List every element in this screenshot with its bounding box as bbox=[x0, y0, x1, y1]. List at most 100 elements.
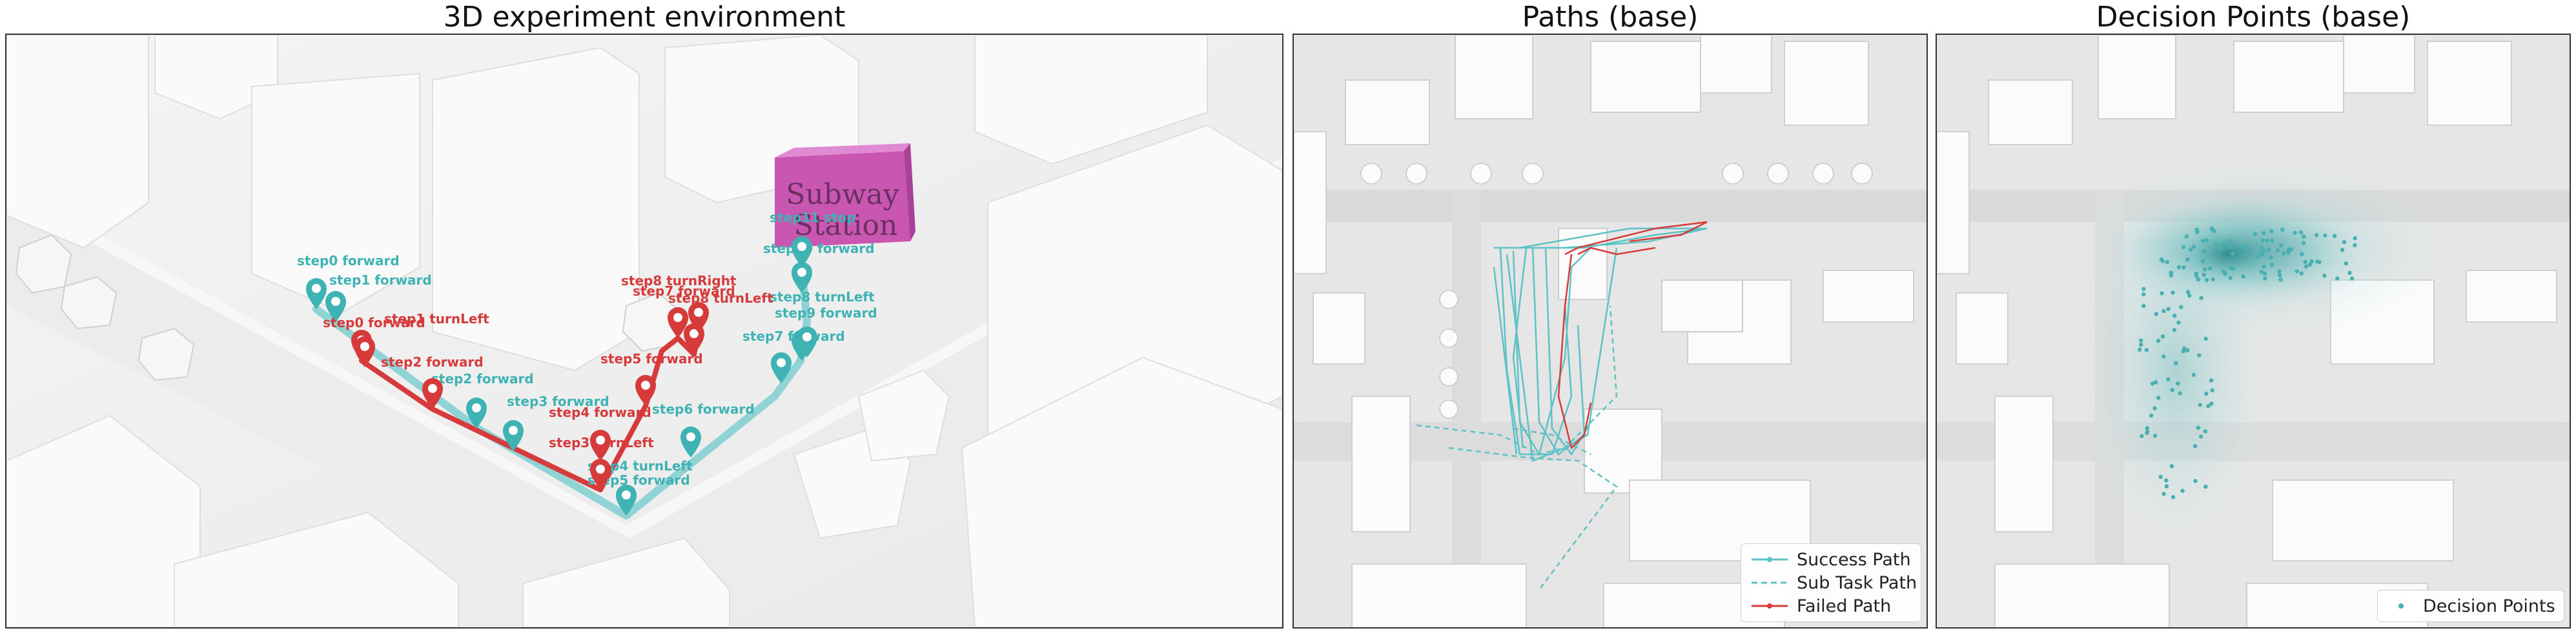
decision-point bbox=[2353, 243, 2357, 248]
legend-failed-swatch bbox=[1752, 603, 1788, 609]
decision-point bbox=[2181, 245, 2186, 249]
decision-point bbox=[2191, 372, 2196, 378]
failed-step-marker bbox=[422, 378, 443, 409]
decision-point bbox=[2165, 259, 2169, 265]
decision-point bbox=[2295, 269, 2299, 274]
decision-point bbox=[2202, 267, 2207, 272]
failed-step-marker bbox=[590, 459, 611, 490]
paths-buildings bbox=[1294, 35, 1914, 627]
failed-step-label: step7 forward bbox=[633, 283, 735, 299]
paths-map bbox=[1294, 35, 1927, 627]
decision-point bbox=[2196, 277, 2201, 282]
decision-point bbox=[2261, 231, 2266, 236]
env-buildings bbox=[6, 35, 1282, 627]
failed-step-label: step2 forward bbox=[381, 354, 484, 370]
decision-point bbox=[2202, 272, 2206, 277]
decision-point bbox=[2160, 259, 2165, 263]
decision-point bbox=[2228, 276, 2233, 280]
success-step-label: step0 forward bbox=[297, 253, 400, 268]
decision-panel-title: Decision Points (base) bbox=[2096, 1, 2411, 34]
decision-point bbox=[2202, 249, 2206, 254]
decision-point bbox=[2275, 248, 2280, 252]
success-step-marker bbox=[616, 485, 637, 516]
decision-point bbox=[2269, 229, 2274, 234]
decision-point bbox=[2263, 276, 2267, 281]
decision-point bbox=[2302, 234, 2306, 239]
failed-step-marker bbox=[354, 336, 375, 367]
decision-point bbox=[2344, 261, 2348, 266]
decision-point bbox=[2204, 237, 2209, 243]
paths-circles bbox=[1360, 163, 1873, 419]
decision-point bbox=[2323, 233, 2327, 238]
decision-point bbox=[2229, 266, 2233, 270]
decision-point bbox=[2166, 307, 2171, 311]
decision-point bbox=[2162, 308, 2166, 314]
decision-point bbox=[2152, 406, 2157, 410]
decision-point bbox=[2178, 391, 2182, 396]
decision-point bbox=[2145, 426, 2149, 430]
decision-point bbox=[2322, 274, 2327, 278]
success-step-label: step3 forward bbox=[507, 394, 609, 409]
legend-decision-swatch bbox=[2398, 603, 2404, 609]
decision-point bbox=[2289, 247, 2293, 252]
decision-point bbox=[2204, 391, 2209, 396]
decision-point bbox=[2207, 266, 2213, 270]
failed-step-label: step1 turnLeft bbox=[384, 311, 489, 327]
env-panel: Subway Station step0 forward step1 forwar… bbox=[5, 34, 1283, 629]
decision-point bbox=[2211, 277, 2215, 281]
failed-step-marker bbox=[668, 307, 688, 338]
paths-legend: Success Path Sub Task Path Failed Path bbox=[1741, 543, 1921, 622]
decision-point bbox=[2194, 272, 2198, 276]
decision-point bbox=[2304, 264, 2309, 269]
decision-point bbox=[2262, 271, 2267, 276]
decision-point bbox=[2142, 287, 2146, 291]
decision-point bbox=[2241, 274, 2245, 279]
decision-point bbox=[2256, 254, 2260, 259]
failed-path-line bbox=[359, 330, 701, 492]
decision-point bbox=[2244, 244, 2248, 249]
decision-point bbox=[2335, 276, 2340, 281]
decision-point bbox=[2277, 269, 2282, 274]
success-step-marker bbox=[306, 278, 327, 309]
decision-point bbox=[2198, 434, 2203, 439]
decision-point bbox=[2144, 348, 2149, 352]
success-step-marker bbox=[771, 352, 792, 383]
decision-point bbox=[2191, 245, 2196, 249]
decision-point bbox=[2259, 252, 2264, 256]
failed-step-marker bbox=[590, 430, 611, 461]
failed-step-marker bbox=[635, 375, 656, 406]
decision-point bbox=[2278, 277, 2283, 282]
decision-point bbox=[2238, 245, 2243, 249]
decision-point bbox=[2286, 250, 2291, 255]
decision-point bbox=[2198, 403, 2202, 407]
decision-point bbox=[2166, 377, 2171, 381]
legend-failed-label: Failed Path bbox=[1797, 596, 1892, 616]
legend-success: Success Path bbox=[1744, 548, 1918, 571]
decision-point bbox=[2176, 320, 2181, 325]
decision-point bbox=[2162, 492, 2166, 496]
paths-box-2 bbox=[1661, 279, 1743, 332]
legend-decision-label: Decision Points bbox=[2423, 596, 2555, 616]
station-label-line1: Subway bbox=[786, 178, 899, 211]
failed-step-label: step4 forward bbox=[549, 405, 651, 420]
decision-point bbox=[2219, 247, 2223, 251]
decision-point bbox=[2227, 238, 2233, 243]
failed-step-label: step8 turnRight bbox=[621, 273, 737, 288]
failed-paths bbox=[1557, 221, 1708, 450]
decision-point bbox=[2203, 336, 2208, 341]
failed-step-label: step8 turnLeft bbox=[668, 290, 773, 306]
decision-point bbox=[2150, 381, 2155, 386]
decision-point bbox=[2309, 259, 2314, 264]
decision-point bbox=[2138, 347, 2142, 352]
decision-point bbox=[2199, 296, 2203, 300]
decision-legend: Decision Points bbox=[2377, 590, 2564, 622]
success-step-label: step8 turnLeft bbox=[770, 289, 875, 305]
decision-point bbox=[2260, 238, 2265, 243]
decision-point bbox=[2204, 277, 2209, 282]
success-paths bbox=[1493, 227, 1708, 462]
success-step-marker bbox=[503, 420, 524, 451]
decision-point bbox=[2353, 236, 2357, 241]
subtask-paths bbox=[1416, 305, 1618, 590]
decision-point bbox=[2299, 271, 2304, 276]
success-step-label: step6 forward bbox=[652, 401, 755, 417]
